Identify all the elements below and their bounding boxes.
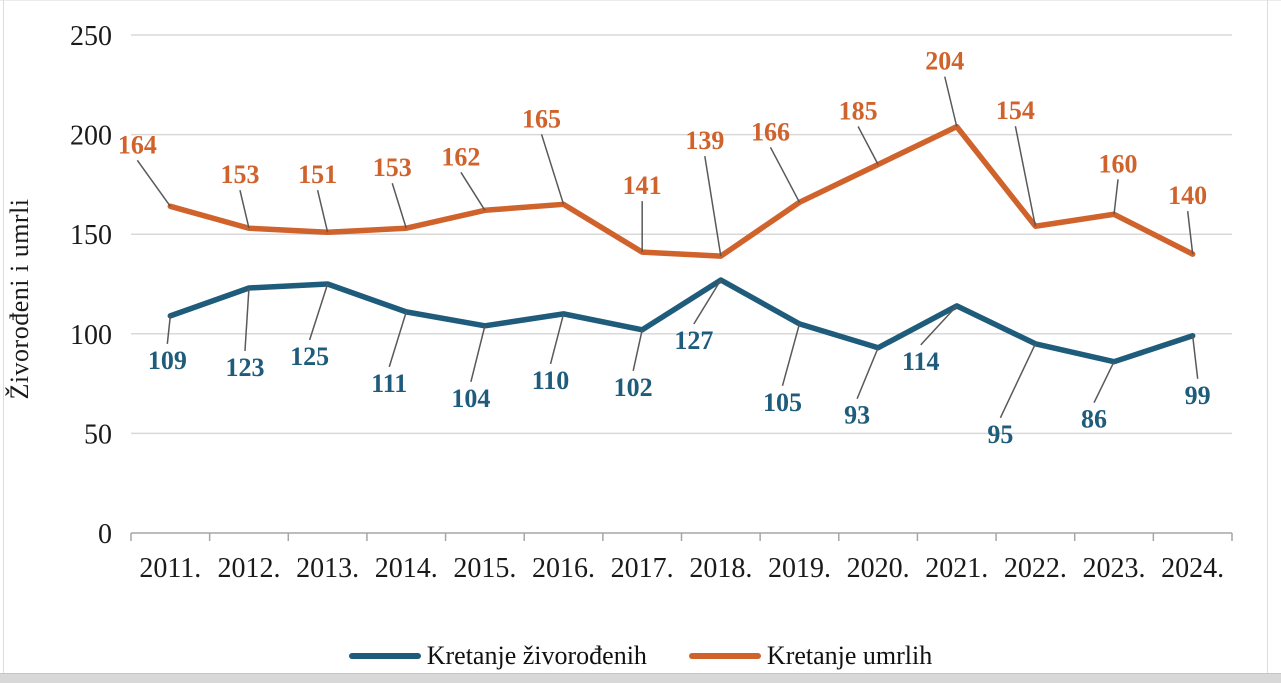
data-label-leader: [316, 190, 329, 233]
data-label: 99: [1185, 381, 1211, 410]
legend-label-zivorodeni: Kretanje živorođenih: [426, 641, 647, 670]
data-label-leader: [944, 76, 958, 127]
data-label-leader: [1186, 211, 1194, 255]
data-label-leader: [1014, 126, 1037, 227]
data-label-leader: [136, 159, 171, 207]
series-line-0: [167, 277, 1196, 365]
x-tick-label: 2024.: [1161, 553, 1224, 584]
data-label-leader: [920, 305, 958, 346]
data-label-leader: [391, 183, 407, 229]
data-label: 111: [371, 369, 407, 398]
bottom-window-edge: [0, 673, 1281, 683]
data-label-leader: [166, 315, 172, 344]
legend-item-umrli: Kretanje umrlih: [688, 641, 933, 671]
data-label: 104: [451, 384, 490, 413]
data-label-leader: [308, 283, 329, 341]
data-label-leader: [856, 347, 879, 400]
y-tick-label: 100: [70, 320, 112, 351]
series-line-1: [167, 123, 1196, 259]
x-tick-label: 2020.: [847, 553, 910, 584]
x-tick-label: 2015.: [453, 553, 516, 584]
legend-item-zivorodeni: Kretanje živorođenih: [348, 641, 647, 671]
data-label-leader: [857, 126, 879, 165]
data-label: 141: [623, 171, 662, 200]
data-label: 109: [148, 346, 187, 375]
data-label-leader: [781, 323, 801, 387]
data-label: 114: [902, 347, 940, 376]
data-label: 160: [1099, 149, 1138, 178]
legend-swatch-umrli: [688, 653, 761, 659]
data-label-leader: [769, 146, 801, 203]
data-label-leader: [693, 279, 722, 325]
y-tick-label: 250: [70, 21, 112, 52]
y-tick-label: 200: [70, 121, 112, 152]
x-tick-label: 2012.: [217, 553, 280, 584]
data-label-leader: [1113, 179, 1119, 215]
x-tick-label: 2017.: [611, 553, 674, 584]
data-label: 165: [522, 104, 561, 133]
data-label: 139: [685, 126, 724, 155]
data-label: 162: [441, 142, 480, 171]
data-label-leader: [704, 155, 722, 257]
data-label-leader: [470, 325, 486, 383]
data-label-leader: [244, 287, 250, 352]
data-label: 140: [1168, 181, 1207, 210]
data-label: 123: [225, 353, 264, 382]
data-label: 110: [532, 366, 570, 395]
legend-swatch-zivorodeni: [348, 653, 421, 659]
data-label-leader: [460, 171, 486, 211]
legend-label-umrli: Kretanje umrlih: [766, 641, 933, 670]
data-label-leader: [540, 134, 565, 205]
frame-left-border: [3, 0, 4, 673]
data-label: 125: [290, 342, 329, 371]
data-label: 93: [844, 401, 870, 430]
x-tick-label: 2016.: [532, 553, 595, 584]
chart-canvas: 0 50 100 150 200 250 2011. 2012. 2013. 2014. 2015.…: [70, 21, 1233, 584]
y-tick-label: 150: [70, 220, 112, 251]
x-tick-label: 2014.: [375, 553, 438, 584]
data-label: 127: [674, 326, 713, 355]
x-tick-label: 2018.: [689, 553, 752, 584]
data-label: 166: [751, 117, 790, 146]
data-label: 153: [220, 160, 259, 189]
x-tick-label: 2022.: [1004, 553, 1067, 584]
x-tick-label: 2013.: [296, 553, 359, 584]
x-tick-label: 2019.: [768, 553, 831, 584]
data-label: 151: [298, 160, 337, 189]
y-tick-label: 0: [98, 519, 112, 550]
data-label-leader: [632, 329, 643, 371]
data-label: 154: [996, 96, 1035, 125]
data-label: 204: [925, 47, 964, 76]
x-tick-label: 2023.: [1083, 553, 1146, 584]
data-label: 105: [763, 388, 802, 417]
frame-right-border: [1267, 0, 1268, 673]
data-label: 153: [373, 153, 412, 182]
data-label: 185: [839, 96, 878, 125]
data-label: 102: [614, 373, 653, 402]
frame-top-border: [0, 0, 1281, 1]
legend: Kretanje živorođenih Kretanje umrlih: [0, 636, 1281, 676]
data-label-leader: [239, 190, 250, 229]
y-tick-label: 50: [84, 419, 112, 450]
x-tick-label: 2021.: [925, 553, 988, 584]
data-label: 164: [118, 130, 157, 159]
data-label-leader: [388, 311, 407, 368]
data-label-leader: [1191, 335, 1199, 379]
data-label-leader: [549, 313, 565, 365]
x-tick-label: 2011.: [139, 553, 201, 584]
data-label-leader: [999, 343, 1037, 419]
data-label: 86: [1081, 405, 1107, 434]
data-label-leader: [1093, 361, 1115, 404]
y-axis-title: Živorođeni i umrli: [5, 198, 34, 400]
data-label: 95: [987, 420, 1013, 449]
